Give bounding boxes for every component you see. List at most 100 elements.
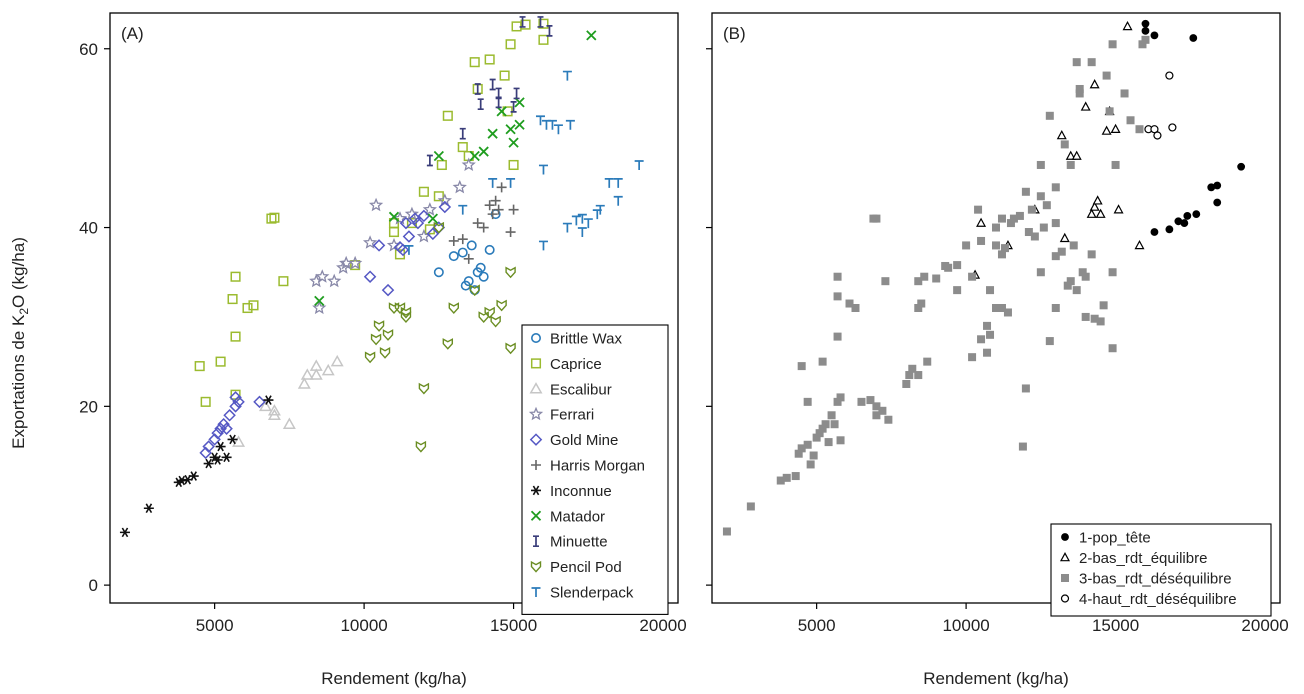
data-point xyxy=(211,426,224,440)
data-point xyxy=(505,266,516,279)
data-point xyxy=(986,330,995,339)
data-point xyxy=(1006,219,1015,228)
series-1-pop-t-te xyxy=(1141,19,1246,236)
data-point xyxy=(426,227,440,241)
data-point xyxy=(119,527,130,538)
data-point xyxy=(368,197,384,212)
data-point xyxy=(339,255,354,270)
data-point xyxy=(1056,130,1067,140)
data-point xyxy=(484,244,495,255)
data-point xyxy=(1066,277,1075,286)
data-point xyxy=(227,294,238,305)
panel-a: 5000 10000 15000 20000 0 20 40 60 (A) Rendement (… xyxy=(79,12,687,688)
y-tick-label: 60 xyxy=(79,40,98,59)
data-point xyxy=(1134,239,1145,250)
data-point xyxy=(953,286,962,295)
data-point xyxy=(1174,217,1183,226)
data-point xyxy=(496,106,507,117)
data-point xyxy=(1213,198,1222,207)
data-point xyxy=(143,503,154,514)
legend-label: Brittle Wax xyxy=(550,331,622,348)
data-point xyxy=(478,271,489,282)
data-point xyxy=(1000,244,1009,253)
data-point xyxy=(595,204,605,215)
data-point xyxy=(827,411,836,420)
data-point xyxy=(215,441,226,452)
data-point xyxy=(1213,181,1222,190)
data-point xyxy=(448,235,459,246)
data-point xyxy=(872,411,881,420)
data-point xyxy=(1036,160,1045,169)
data-point xyxy=(269,212,280,223)
data-point xyxy=(746,502,755,511)
data-point xyxy=(833,292,842,301)
legend-marker xyxy=(530,358,542,369)
data-point xyxy=(1051,252,1060,261)
data-point xyxy=(469,284,480,297)
data-point xyxy=(505,39,516,50)
data-point xyxy=(433,221,445,234)
data-point xyxy=(1081,312,1090,321)
data-point xyxy=(997,214,1006,223)
data-point xyxy=(968,353,977,362)
series-3-bas-rdt-d-s-quilibre xyxy=(722,35,1150,536)
data-point xyxy=(1108,40,1117,49)
data-point xyxy=(1089,79,1100,89)
legend-label: 4-haut_rdt_déséquilibre xyxy=(1079,591,1237,608)
data-point xyxy=(872,402,881,411)
data-point xyxy=(1135,125,1144,134)
data-point xyxy=(399,216,413,230)
data-point xyxy=(227,434,238,445)
data-point xyxy=(1036,192,1045,201)
data-point xyxy=(1153,131,1162,140)
data-point xyxy=(537,16,544,28)
x-tick-label: 10000 xyxy=(942,616,989,635)
data-point xyxy=(577,227,587,238)
data-point xyxy=(223,409,236,422)
data-point xyxy=(309,368,323,380)
data-point xyxy=(1165,225,1174,234)
data-point xyxy=(381,283,395,297)
legend-label: Escalibur xyxy=(550,381,612,398)
data-point xyxy=(776,476,785,485)
data-point xyxy=(416,228,432,243)
data-point xyxy=(478,311,489,323)
data-point xyxy=(1101,125,1112,135)
data-point xyxy=(914,371,923,380)
data-point xyxy=(968,272,977,281)
data-point xyxy=(1138,40,1147,49)
data-point xyxy=(1108,344,1117,353)
data-point xyxy=(370,333,382,346)
data-point xyxy=(315,269,330,283)
data-point xyxy=(836,436,845,445)
data-point xyxy=(229,400,242,413)
data-point xyxy=(872,214,881,223)
data-point xyxy=(212,455,223,465)
data-point xyxy=(258,399,272,412)
data-point xyxy=(1150,228,1159,236)
data-point xyxy=(1027,205,1036,214)
data-point xyxy=(393,240,407,254)
data-point xyxy=(857,397,866,406)
data-point xyxy=(562,70,572,81)
data-point xyxy=(309,273,324,288)
data-point xyxy=(1120,89,1129,98)
data-point xyxy=(520,19,531,30)
data-point xyxy=(487,128,498,139)
data-point xyxy=(1060,140,1069,149)
data-point xyxy=(202,440,215,453)
data-point xyxy=(541,119,551,130)
legend-box xyxy=(521,324,669,615)
data-point xyxy=(415,440,427,453)
data-point xyxy=(1183,212,1192,220)
data-point xyxy=(505,124,516,135)
data-point xyxy=(809,451,818,460)
legend-marker xyxy=(528,406,544,421)
data-point xyxy=(1108,268,1117,277)
data-point xyxy=(372,239,386,252)
data-point xyxy=(484,306,495,319)
data-point xyxy=(300,368,314,380)
series-4-haut-rdt-d-s-quilibre xyxy=(1144,71,1177,140)
data-point xyxy=(818,424,827,433)
data-point xyxy=(350,260,361,271)
